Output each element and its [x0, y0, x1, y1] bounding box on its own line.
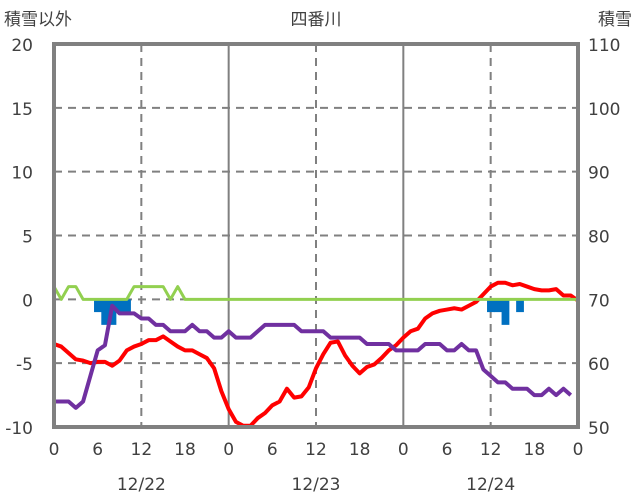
precip-bar — [487, 299, 495, 313]
date-label: 12/23 — [292, 475, 341, 495]
date-label: 12/24 — [466, 475, 515, 495]
x-tick: 18 — [524, 440, 546, 460]
x-tick: 6 — [442, 440, 453, 460]
purple-series-line — [54, 303, 573, 410]
y-tick-right: 70 — [588, 291, 610, 311]
y-tick-right: 90 — [588, 164, 610, 184]
x-tick: 6 — [92, 440, 103, 460]
precip-bar — [123, 299, 131, 313]
right-axis-title: 積雪 — [598, 10, 632, 30]
x-tick: 0 — [49, 440, 60, 460]
x-tick: 12 — [480, 440, 502, 460]
y-tick-right: 100 — [588, 100, 620, 120]
x-tick: 18 — [349, 440, 371, 460]
y-tick-left: 15 — [11, 100, 33, 120]
left-axis-title: 積雪以外 — [4, 10, 72, 30]
green-series-line — [52, 285, 578, 301]
x-tick: 12 — [131, 440, 153, 460]
y-tick-left: -10 — [5, 419, 33, 439]
y-tick-right: 80 — [588, 228, 610, 248]
y-tick-left: -5 — [16, 355, 33, 375]
red-series-line — [53, 280, 580, 428]
precip-bar — [115, 299, 124, 313]
y-tick-right: 110 — [588, 36, 620, 56]
x-tick: 0 — [223, 440, 234, 460]
y-tick-left: 5 — [22, 228, 33, 248]
plot-frame — [52, 42, 580, 429]
y-tick-left: 10 — [11, 164, 33, 184]
precip-bar — [94, 299, 102, 313]
x-tick: 0 — [398, 440, 409, 460]
y-tick-right: 60 — [588, 355, 610, 375]
y-tick-right: 50 — [588, 419, 610, 439]
y-tick-left: 20 — [11, 36, 33, 56]
precip-bar — [501, 299, 510, 325]
precip-bar — [516, 299, 524, 313]
chart-title: 四番川 — [291, 10, 342, 30]
date-label: 12/22 — [117, 475, 166, 495]
x-tick: 18 — [174, 440, 196, 460]
y-tick-left: 0 — [22, 291, 33, 311]
x-tick: 12 — [305, 440, 327, 460]
x-tick: 6 — [267, 440, 278, 460]
precip-bar — [101, 299, 110, 325]
x-tick: 0 — [573, 440, 584, 460]
precip-bar — [494, 299, 503, 313]
